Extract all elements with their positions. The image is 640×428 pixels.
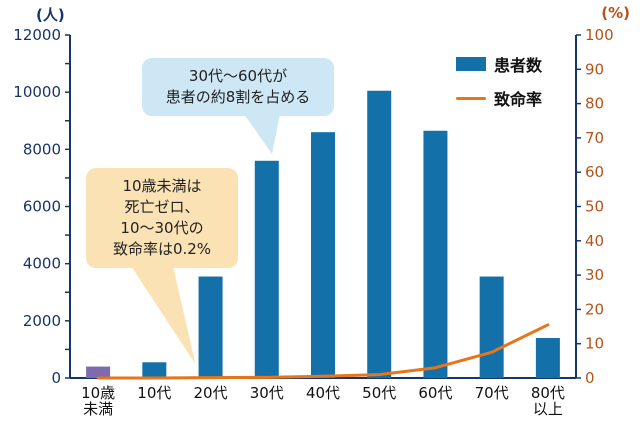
right-tick-label: 70	[585, 129, 604, 147]
left-tick-label: 8000	[23, 140, 61, 158]
legend-bar-swatch	[456, 57, 486, 71]
annotation-line: 10〜30代の	[120, 219, 204, 237]
left-tick-label: 2000	[23, 312, 61, 330]
annotation-30s-to-60s: 30代〜60代が 患者の約8割を占める	[142, 58, 334, 154]
x-category-label: 30代	[250, 384, 284, 402]
bar-80代以上	[535, 337, 560, 378]
bar-10代	[142, 362, 167, 378]
x-category-label: 60代	[418, 384, 452, 402]
bar-60代	[423, 130, 448, 378]
annotation-line: 10歳未満は	[122, 177, 202, 195]
annotation-line: 死亡ゼロ、	[124, 198, 200, 216]
x-category-label: 10歳未満	[81, 384, 115, 418]
left-tick-label: 4000	[23, 255, 61, 273]
right-tick-label: 50	[585, 198, 604, 216]
bar-40代	[311, 132, 335, 378]
bar-10歳未満	[86, 366, 111, 378]
right-tick-label: 0	[585, 369, 595, 387]
right-tick-label: 100	[585, 26, 614, 44]
legend-item-patients: 患者数	[456, 52, 542, 76]
bar-30代	[254, 160, 279, 378]
legend-label-fatality: 致命率	[494, 90, 543, 109]
x-category-label: 40代	[306, 384, 340, 402]
right-axis-unit-label: (%)	[601, 4, 630, 22]
right-tick-label: 90	[585, 60, 604, 78]
annotation-line: 患者の約8割を占める	[165, 88, 311, 106]
left-tick-label: 0	[51, 369, 61, 387]
bar-70代	[479, 276, 504, 378]
left-axis-unit-label: (人)	[36, 6, 65, 24]
annotation-line: 致命率は0.2%	[112, 240, 212, 258]
legend-label-patients: 患者数	[494, 56, 543, 75]
x-category-label: 80代以上	[531, 384, 565, 418]
right-tick-label: 30	[585, 266, 604, 284]
right-tick-label: 80	[585, 95, 604, 113]
x-category-label: 50代	[362, 384, 396, 402]
fatality-rate-line	[96, 323, 550, 380]
annotation-line: 30代〜60代が	[188, 67, 288, 85]
annotation-fatality-note: 10歳未満は 死亡ゼロ、 10〜30代の 致命率は0.2%	[86, 168, 238, 364]
x-category-label: 10代	[137, 384, 171, 402]
x-category-label: 20代	[194, 384, 228, 402]
bar-50代	[367, 90, 392, 379]
left-tick-label: 6000	[23, 198, 61, 216]
x-category-label: 70代	[475, 384, 509, 402]
legend-item-fatality: 致命率	[456, 86, 542, 110]
left-tick-label: 12000	[13, 26, 61, 44]
right-tick-label: 40	[585, 232, 604, 250]
right-tick-label: 10	[585, 335, 604, 353]
left-tick-label: 10000	[13, 83, 61, 101]
legend-line-swatch	[456, 96, 486, 100]
legend: 患者数 致命率	[456, 52, 542, 110]
right-tick-label: 20	[585, 300, 604, 318]
bar-20代	[198, 276, 223, 378]
right-tick-label: 60	[585, 163, 604, 181]
